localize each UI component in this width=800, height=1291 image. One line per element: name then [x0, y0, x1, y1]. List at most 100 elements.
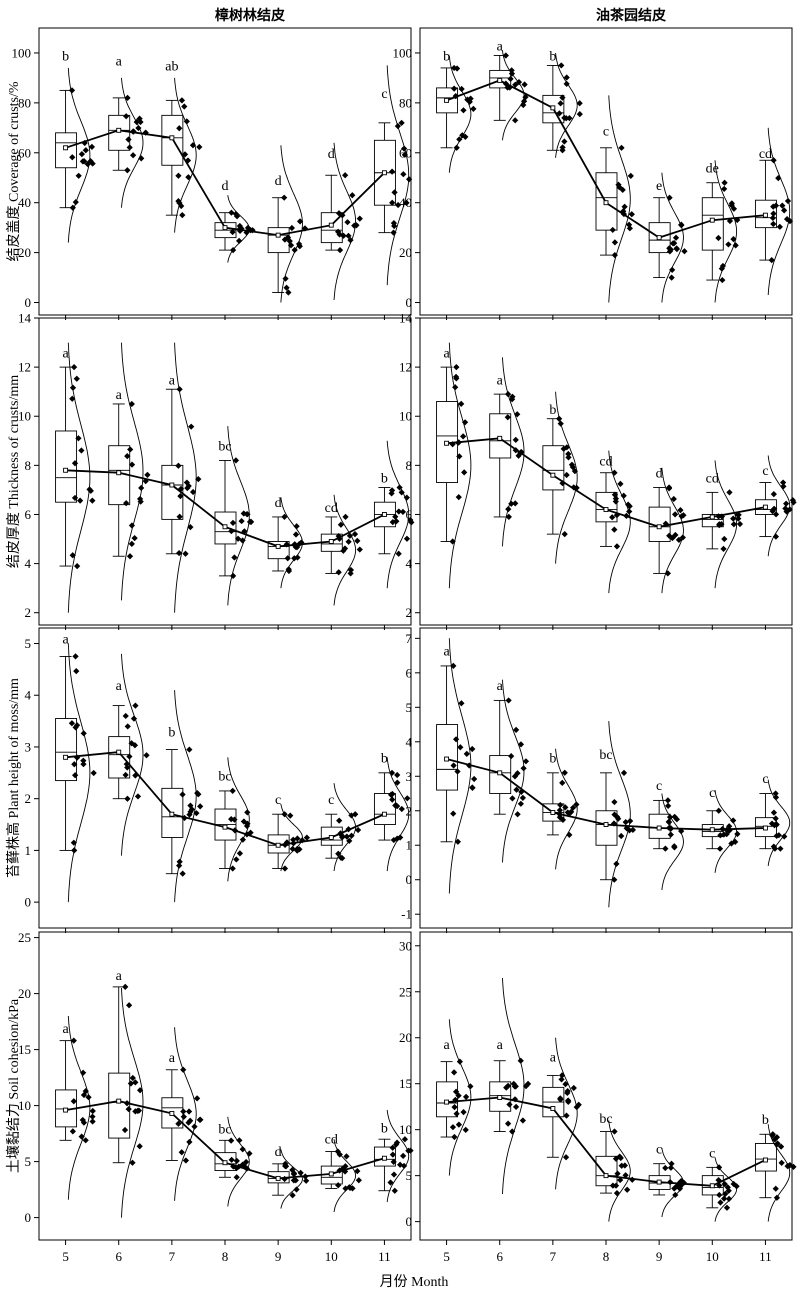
data-point: [508, 396, 516, 403]
data-point: [70, 1098, 77, 1105]
mean-marker: [550, 472, 556, 478]
mean-marker: [63, 145, 69, 151]
data-point: [388, 769, 396, 776]
data-point: [233, 856, 240, 863]
y-tick-label: 4: [25, 556, 32, 571]
data-point: [728, 840, 735, 847]
mean-marker: [603, 822, 609, 828]
data-point: [725, 1195, 733, 1202]
data-point: [735, 515, 742, 522]
data-point: [293, 1186, 300, 1193]
data-point: [281, 811, 288, 818]
box-10: de: [701, 160, 741, 303]
distribution-curve: [767, 455, 791, 557]
data-point: [129, 1074, 136, 1082]
mean-marker: [116, 127, 122, 133]
panel-thickness-camphor: 2 4 6 8 10 12 14 结皮厚度 Thickness of crusts/mm a a a…: [6, 311, 415, 630]
data-point: [78, 447, 85, 454]
x-tick-label: 8: [222, 1249, 229, 1264]
data-point: [617, 480, 624, 487]
data-point: [620, 769, 628, 776]
data-point: [89, 1113, 96, 1120]
data-point: [665, 802, 672, 809]
y-tick-label: 40: [18, 195, 31, 210]
significance-letter: b: [381, 751, 388, 766]
box-9: c: [267, 793, 310, 872]
iqr-box: [161, 464, 184, 520]
x-tick-label: 5: [443, 1249, 450, 1264]
box-8: bc: [214, 426, 255, 606]
data-point: [512, 436, 519, 443]
significance-letter: a: [497, 679, 504, 694]
data-point: [625, 221, 633, 228]
box-7: b: [542, 49, 583, 158]
data-point: [178, 1149, 185, 1156]
data-point: [557, 801, 564, 809]
data-point: [718, 265, 725, 272]
data-point: [562, 804, 569, 811]
data-point: [452, 736, 460, 743]
x-tick-label: 5: [62, 1249, 69, 1264]
data-point: [563, 471, 570, 479]
significance-letter: b: [762, 1113, 769, 1128]
y-tick-label: 5: [406, 700, 413, 715]
data-point: [773, 1194, 781, 1201]
data-point: [356, 546, 363, 553]
data-point: [614, 1170, 621, 1177]
data-point: [725, 241, 732, 248]
data-point: [81, 158, 88, 165]
data-point: [609, 514, 616, 521]
data-point: [282, 275, 289, 282]
data-point: [124, 723, 131, 730]
y-tick-label: 15: [399, 1076, 412, 1091]
data-point: [734, 830, 741, 838]
data-point: [667, 1164, 675, 1171]
mean-marker: [444, 1099, 450, 1105]
data-point: [175, 549, 183, 557]
significance-letter: a: [62, 1022, 69, 1037]
data-point: [228, 209, 235, 216]
data-point: [72, 199, 79, 206]
data-point: [770, 809, 778, 816]
data-point: [514, 770, 521, 777]
data-point: [517, 1057, 524, 1064]
data-point: [561, 531, 568, 538]
data-point: [347, 236, 354, 244]
mean-marker: [656, 235, 662, 241]
data-point: [196, 143, 203, 151]
significance-letter: cd: [599, 454, 612, 469]
data-point: [76, 497, 84, 504]
distribution-curve: [280, 1149, 303, 1209]
significance-letter: a: [62, 633, 69, 648]
distribution-curve: [333, 142, 357, 301]
significance-letter: a: [497, 373, 504, 388]
data-point: [247, 829, 254, 836]
data-point: [521, 81, 528, 88]
data-point: [345, 232, 352, 239]
data-point: [396, 484, 403, 491]
data-point: [246, 518, 254, 525]
significance-letter: c: [656, 779, 662, 794]
data-point: [449, 1124, 457, 1131]
significance-letter: a: [116, 388, 123, 403]
data-point: [456, 136, 463, 143]
box-10: c: [701, 786, 741, 873]
data-point: [664, 797, 671, 804]
data-point: [336, 1151, 343, 1158]
significance-letter: b: [549, 403, 556, 418]
data-point: [398, 489, 405, 496]
data-point: [123, 113, 130, 120]
data-point: [231, 816, 238, 823]
data-point: [556, 807, 563, 814]
significance-letter: cd: [706, 472, 719, 487]
panel-frame: [38, 27, 412, 316]
data-point: [355, 1177, 362, 1184]
mean-marker: [381, 1155, 387, 1161]
data-point: [471, 775, 478, 783]
data-point: [611, 1128, 618, 1135]
x-tick-label: 11: [378, 1249, 391, 1264]
data-point: [451, 1133, 458, 1141]
data-point: [786, 1161, 794, 1169]
distribution-curve: [386, 1110, 410, 1202]
